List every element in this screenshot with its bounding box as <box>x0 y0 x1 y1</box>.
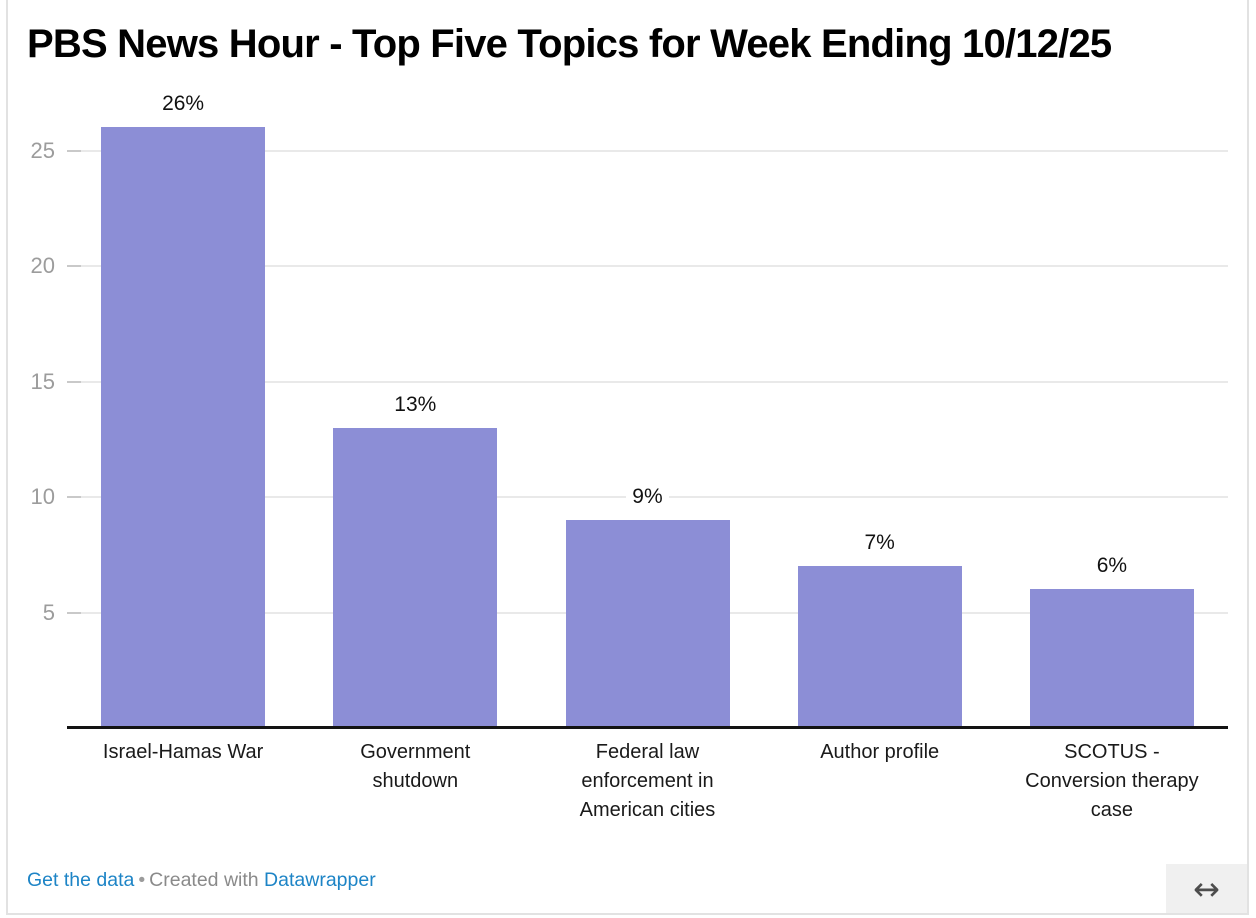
gridline <box>67 149 1228 152</box>
y-axis-tick-label: 10 <box>30 484 55 509</box>
footer-separator: • <box>138 869 146 891</box>
gridline <box>67 265 1228 267</box>
x-axis-category-text: Israel-Hamas War <box>102 741 264 763</box>
x-axis-category-text: Author profile <box>820 741 940 763</box>
y-axis-tick-label: 15 <box>30 368 55 394</box>
x-axis-category-label: Federal law enforcement in American citi… <box>531 738 763 825</box>
datawrapper-link[interactable]: Datawrapper <box>264 869 376 891</box>
x-axis-category-label: Israel-Hamas War <box>67 738 299 767</box>
bar-value-label: 26% <box>67 90 299 118</box>
embed-border-right <box>1247 0 1249 915</box>
bar-value-text: 9% <box>626 483 669 511</box>
bar-value-label: 9% <box>531 483 763 511</box>
chart-title: PBS News Hour - Top Five Topics for Week… <box>27 22 1112 66</box>
bar-value-label: 7% <box>764 529 996 557</box>
x-axis-category-label: Government shutdown <box>299 738 531 796</box>
y-axis-tick-label: 5 <box>42 599 55 625</box>
x-axis-category-text: Government shutdown <box>360 741 471 792</box>
resize-arrow-icon: ↔ <box>1193 869 1220 908</box>
gridline <box>67 380 1228 383</box>
embed-border-bottom <box>6 913 1249 915</box>
x-axis-line <box>67 726 1228 729</box>
bar-value-text: 13% <box>388 391 443 419</box>
bar-value-text: 7% <box>858 529 901 557</box>
x-axis-category-text: SCOTUS - Conversion therapy case <box>1025 741 1199 821</box>
bar-value-label: 6% <box>996 552 1228 580</box>
bar-value-text: 6% <box>1090 552 1134 580</box>
footer: Get the data • Created with Datawrapper <box>27 867 376 893</box>
y-axis-tick-label: 25 <box>30 137 55 163</box>
bar-value-text: 26% <box>156 90 211 118</box>
bar-value-label: 13% <box>299 391 531 419</box>
get-the-data-link[interactable]: Get the data <box>27 869 135 891</box>
x-axis-category-text: Federal law enforcement in American citi… <box>579 741 716 821</box>
footer-credit-text: Created with <box>149 869 259 891</box>
y-axis-tick-label: 20 <box>30 253 55 278</box>
bar <box>333 428 498 728</box>
x-axis-category-label: SCOTUS - Conversion therapy case <box>996 738 1228 825</box>
bar <box>1029 589 1194 728</box>
x-axis-category-label: Author profile <box>764 738 996 767</box>
bar <box>101 127 266 728</box>
bar <box>565 520 730 728</box>
resize-handle[interactable]: ↔ <box>1166 864 1247 913</box>
bar <box>797 566 962 728</box>
embed-border-left <box>6 0 8 915</box>
